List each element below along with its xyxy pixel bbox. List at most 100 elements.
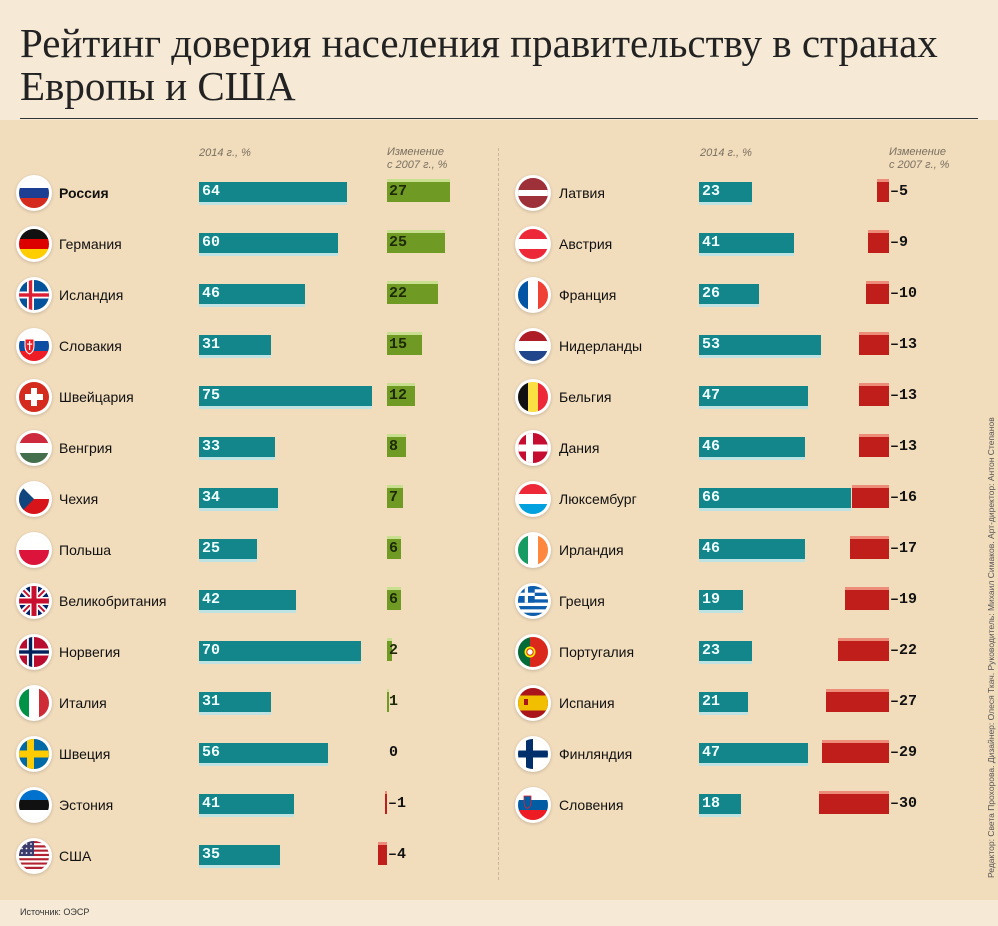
luxembourg-flag-icon	[518, 484, 548, 514]
change-bar	[387, 182, 450, 202]
change-label: 22	[389, 285, 408, 302]
country-label: США	[59, 848, 92, 864]
country-label: Швейцария	[59, 389, 134, 405]
value-label: 26	[702, 285, 721, 302]
country-label: Финляндия	[559, 746, 633, 762]
change-bar	[387, 692, 389, 712]
value-bar	[199, 488, 278, 508]
change-bar	[859, 335, 889, 355]
country-label: Польша	[59, 542, 112, 558]
change-label: 15	[389, 336, 408, 353]
change-bar	[378, 845, 387, 865]
column-divider	[498, 148, 499, 880]
country-label: Исландия	[59, 287, 124, 303]
change-bar	[826, 692, 889, 712]
value-bar	[699, 335, 821, 355]
slovenia-flag-icon	[518, 790, 548, 820]
austria-flag-icon	[518, 229, 548, 259]
country-label: Дания	[559, 440, 600, 456]
ireland-flag-icon	[518, 535, 548, 565]
change-label: 8	[389, 438, 399, 455]
country-label: Люксембург	[559, 491, 637, 507]
value-label: 46	[202, 285, 221, 302]
change-label: –13	[890, 336, 918, 353]
change-label: –16	[890, 489, 918, 506]
norway-flag-icon	[19, 637, 49, 667]
left-value-column-label: 2014 г., %	[199, 147, 251, 159]
left-change-column-label: Изменение с 2007 г., %	[387, 146, 447, 172]
value-bar	[699, 437, 805, 457]
change-bar	[387, 437, 406, 457]
france-flag-icon	[518, 280, 548, 310]
change-label: –22	[890, 642, 918, 659]
value-label: 18	[702, 795, 721, 812]
change-label: –4	[388, 846, 407, 863]
country-label: Эстония	[59, 797, 114, 813]
value-bar	[199, 386, 372, 406]
change-label: 6	[389, 540, 399, 557]
value-bar	[699, 488, 851, 508]
country-label: Греция	[559, 593, 605, 609]
poland-flag-icon	[19, 535, 49, 565]
change-bar	[387, 590, 401, 610]
country-label: Россия	[59, 185, 109, 201]
value-bar	[199, 845, 280, 865]
value-bar	[199, 335, 271, 355]
change-label: 0	[389, 744, 399, 761]
hungary-flag-icon	[19, 433, 49, 463]
change-label: 2	[389, 642, 399, 659]
country-label: Словакия	[59, 338, 122, 354]
value-bar	[699, 386, 808, 406]
change-bar	[822, 743, 889, 763]
value-bar	[699, 692, 748, 712]
change-label: 6	[389, 591, 399, 608]
value-label: 21	[702, 693, 721, 710]
change-bar	[387, 284, 438, 304]
right-change-label-line2: с 2007 г., %	[889, 159, 950, 171]
country-label: Великобритания	[59, 593, 167, 609]
belgium-flag-icon	[518, 382, 548, 412]
estonia-flag-icon	[19, 790, 49, 820]
country-label: Латвия	[559, 185, 605, 201]
value-label: 75	[202, 387, 221, 404]
value-bar	[699, 539, 805, 559]
left-change-label-line2: с 2007 г., %	[387, 159, 448, 171]
change-bar	[877, 182, 889, 202]
change-label: –30	[890, 795, 918, 812]
change-bar	[387, 488, 403, 508]
portugal-flag-icon	[518, 637, 548, 667]
country-label: Португалия	[559, 644, 635, 660]
value-bar	[699, 794, 741, 814]
value-label: 25	[202, 540, 221, 557]
change-label: –27	[890, 693, 918, 710]
change-bar	[387, 386, 415, 406]
value-bar	[199, 743, 328, 763]
value-label: 64	[202, 183, 221, 200]
change-label: –5	[890, 183, 909, 200]
value-bar	[699, 641, 752, 661]
value-label: 35	[202, 846, 221, 863]
value-bar	[199, 233, 338, 253]
value-label: 23	[702, 642, 721, 659]
country-label: Италия	[59, 695, 107, 711]
value-label: 34	[202, 489, 221, 506]
value-label: 31	[202, 336, 221, 353]
denmark-flag-icon	[518, 433, 548, 463]
country-label: Испания	[559, 695, 615, 711]
greece-flag-icon	[518, 586, 548, 616]
change-label: –17	[890, 540, 918, 557]
right-change-column-label: Изменение с 2007 г., %	[889, 146, 949, 172]
value-label: 46	[702, 438, 721, 455]
left-change-label-line1: Изменение	[387, 146, 444, 158]
value-bar	[699, 182, 752, 202]
value-bar	[199, 794, 294, 814]
switzerland-flag-icon	[19, 382, 49, 412]
footer	[0, 900, 998, 926]
change-label: 27	[389, 183, 408, 200]
change-bar	[850, 539, 889, 559]
change-label: –13	[890, 438, 918, 455]
value-bar	[199, 692, 271, 712]
country-label: Австрия	[559, 236, 613, 252]
title-rule	[20, 118, 978, 119]
value-label: 33	[202, 438, 221, 455]
